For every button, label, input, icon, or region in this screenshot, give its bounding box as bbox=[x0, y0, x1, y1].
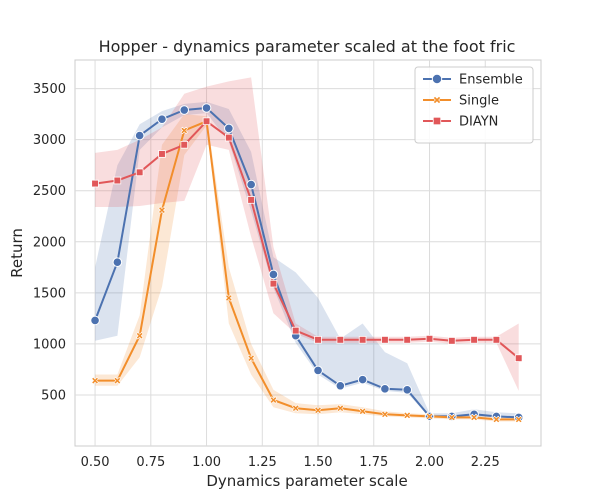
point-ensemble bbox=[157, 114, 167, 125]
y-tick-label: 500 bbox=[41, 388, 66, 403]
point-diayn bbox=[381, 335, 389, 344]
legend-label-single: Single bbox=[459, 94, 499, 109]
chart-title: Hopper - dynamics parameter scaled at th… bbox=[99, 37, 516, 56]
point-diayn bbox=[135, 168, 144, 177]
x-tick-label: 1.50 bbox=[304, 455, 333, 470]
point-single bbox=[113, 376, 122, 385]
point-single bbox=[292, 404, 300, 412]
point-diayn bbox=[425, 334, 434, 343]
point-single bbox=[470, 413, 478, 422]
point-single bbox=[225, 294, 233, 302]
point-single bbox=[247, 354, 255, 362]
point-single bbox=[269, 396, 278, 404]
legend-marker-single bbox=[432, 95, 442, 105]
point-single bbox=[358, 407, 367, 416]
point-ensemble bbox=[513, 412, 524, 423]
point-ensemble bbox=[335, 380, 346, 391]
point-ensemble bbox=[246, 179, 256, 190]
y-tick-label: 3000 bbox=[33, 133, 66, 148]
point-diayn bbox=[180, 140, 189, 149]
point-diayn bbox=[470, 335, 478, 344]
point-ensemble bbox=[134, 130, 145, 141]
point-diayn bbox=[269, 279, 278, 288]
y-tick-label: 3500 bbox=[33, 82, 66, 97]
point-single bbox=[425, 412, 434, 421]
point-ensemble bbox=[112, 257, 123, 267]
point-diayn bbox=[91, 179, 99, 188]
tick-labels: 0.50 0.75 1.00 1.25 1.50 1.75 2.00 2.25 500 1000 1… bbox=[33, 82, 500, 470]
y-tick-label: 1000 bbox=[33, 337, 66, 352]
point-diayn bbox=[403, 335, 412, 344]
point-single bbox=[381, 410, 389, 419]
y-tick-label: 1500 bbox=[33, 286, 66, 301]
x-tick-label: 1.75 bbox=[359, 455, 388, 470]
point-ensemble bbox=[380, 384, 390, 394]
legend-label-diayn: DIAYN bbox=[459, 115, 498, 130]
x-tick-label: 0.50 bbox=[81, 455, 110, 470]
point-single bbox=[448, 413, 456, 422]
legend: Ensemble Single DIAYN bbox=[414, 66, 534, 144]
point-diayn bbox=[492, 335, 501, 344]
x-axis-label: Dynamics parameter scale bbox=[206, 472, 407, 490]
point-single bbox=[180, 126, 188, 135]
point-single bbox=[314, 406, 322, 414]
series-markers bbox=[90, 103, 524, 424]
point-diayn bbox=[358, 335, 367, 344]
point-single bbox=[403, 411, 411, 420]
point-ensemble bbox=[179, 105, 190, 115]
point-diayn bbox=[202, 117, 211, 126]
point-ensemble bbox=[402, 385, 413, 395]
point-diayn bbox=[158, 150, 166, 158]
point-diayn bbox=[113, 176, 122, 185]
point-single bbox=[158, 206, 166, 214]
point-ensemble bbox=[224, 123, 234, 134]
y-tick-label: 2500 bbox=[33, 184, 66, 199]
x-tick-label: 0.75 bbox=[136, 455, 165, 470]
point-single bbox=[135, 331, 144, 340]
point-ensemble bbox=[268, 269, 279, 280]
x-tick-label: 2.25 bbox=[471, 455, 500, 470]
point-ensemble bbox=[357, 374, 368, 385]
legend-marker-diayn bbox=[432, 116, 442, 126]
point-ensemble bbox=[90, 315, 100, 326]
point-single bbox=[514, 415, 523, 424]
point-diayn bbox=[514, 354, 523, 362]
point-single bbox=[336, 404, 345, 412]
legend-marker-ensemble bbox=[431, 73, 443, 85]
point-ensemble bbox=[313, 365, 323, 376]
point-diayn bbox=[448, 337, 456, 345]
point-diayn bbox=[314, 335, 322, 344]
point-diayn bbox=[336, 335, 345, 344]
point-ensemble bbox=[201, 103, 212, 113]
band-diayn bbox=[95, 77, 519, 391]
x-tick-label: 2.00 bbox=[415, 455, 444, 470]
point-diayn bbox=[291, 326, 300, 335]
x-tick-label: 1.00 bbox=[192, 455, 221, 470]
x-tick-label: 1.25 bbox=[248, 455, 277, 470]
point-diayn bbox=[225, 133, 233, 142]
point-single bbox=[492, 415, 501, 424]
legend-label-ensemble: Ensemble bbox=[459, 73, 523, 88]
legend-box bbox=[414, 66, 534, 144]
point-single bbox=[91, 376, 99, 385]
y-tick-label: 2000 bbox=[33, 235, 66, 250]
y-axis-label: Return bbox=[8, 228, 26, 278]
point-diayn bbox=[247, 196, 255, 204]
